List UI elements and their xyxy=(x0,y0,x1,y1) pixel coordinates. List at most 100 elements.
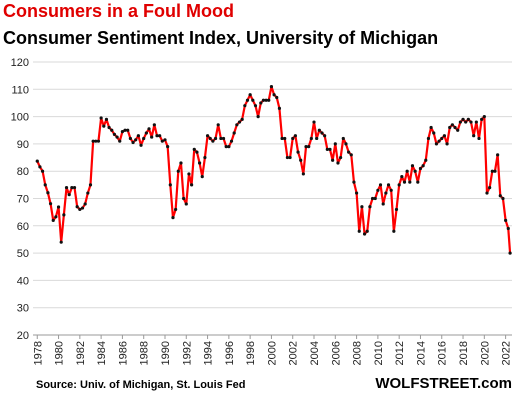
x-tick-label: 2004 xyxy=(309,341,321,365)
data-point xyxy=(347,150,351,154)
data-point xyxy=(40,169,45,173)
data-point xyxy=(490,169,494,173)
data-point xyxy=(498,194,502,198)
data-point xyxy=(445,142,449,146)
data-point xyxy=(381,202,385,206)
data-point xyxy=(378,183,383,187)
x-tick-label: 2010 xyxy=(373,341,385,365)
data-point xyxy=(440,136,444,141)
data-point xyxy=(213,136,218,141)
data-point xyxy=(70,185,74,190)
data-point xyxy=(158,134,162,138)
data-point xyxy=(413,169,417,173)
data-point xyxy=(190,183,194,187)
data-point xyxy=(261,98,266,102)
data-point xyxy=(112,132,117,136)
data-point xyxy=(48,202,53,206)
data-point xyxy=(418,166,423,171)
data-point xyxy=(323,134,327,138)
data-point xyxy=(331,158,335,162)
data-point xyxy=(400,175,404,179)
data-point xyxy=(365,229,369,233)
data-point xyxy=(104,117,109,121)
data-point xyxy=(392,229,396,233)
data-point xyxy=(477,136,481,141)
x-tick-label: 1980 xyxy=(54,341,66,365)
data-point xyxy=(341,136,345,141)
data-point xyxy=(325,147,329,151)
data-point xyxy=(466,117,470,121)
data-point xyxy=(155,134,159,138)
data-point xyxy=(200,175,204,179)
data-point xyxy=(293,134,297,138)
data-point xyxy=(493,169,497,173)
data-point xyxy=(110,128,114,132)
data-point xyxy=(91,139,95,143)
data-point xyxy=(304,145,308,149)
x-tick-label: 1990 xyxy=(160,341,172,365)
data-point xyxy=(134,138,138,142)
x-tick-label: 2022 xyxy=(501,341,513,365)
data-point xyxy=(166,145,170,149)
data-point xyxy=(384,191,388,195)
data-point xyxy=(389,188,393,192)
data-point xyxy=(272,93,276,97)
y-tick-label: 90 xyxy=(17,139,29,151)
data-point xyxy=(312,120,316,124)
data-point xyxy=(437,139,441,143)
data-point xyxy=(123,128,127,132)
y-tick-label: 40 xyxy=(17,275,29,287)
data-point xyxy=(219,136,223,141)
data-point xyxy=(102,124,106,128)
x-tick-label: 1984 xyxy=(96,341,108,365)
data-point xyxy=(179,161,183,165)
data-point xyxy=(397,183,401,187)
chart-subtitle: Consumer Sentiment Index, University of … xyxy=(3,28,438,48)
data-point xyxy=(280,136,284,141)
data-point xyxy=(442,134,447,138)
data-point xyxy=(216,123,220,127)
data-point xyxy=(38,165,42,169)
data-point xyxy=(496,153,500,157)
data-point xyxy=(211,139,215,143)
source-note: Source: Univ. of Michigan, St. Louis Fed xyxy=(36,379,245,391)
data-point xyxy=(362,232,367,236)
data-point xyxy=(339,155,343,160)
data-point xyxy=(139,143,143,147)
data-point xyxy=(43,183,47,187)
data-point xyxy=(192,147,196,151)
data-point xyxy=(508,251,512,255)
data-point xyxy=(501,196,505,201)
data-point xyxy=(456,128,460,132)
data-point xyxy=(488,185,492,190)
data-point xyxy=(128,136,132,141)
data-point xyxy=(408,180,412,184)
data-point xyxy=(86,191,90,195)
y-tick-label: 20 xyxy=(17,330,29,342)
data-point xyxy=(296,150,300,154)
data-point xyxy=(245,98,250,102)
data-point xyxy=(360,205,364,209)
data-point xyxy=(285,155,290,160)
x-tick-label: 2006 xyxy=(330,341,342,365)
data-point xyxy=(267,98,271,102)
data-point xyxy=(352,180,356,184)
data-point xyxy=(299,158,303,162)
data-point xyxy=(235,123,239,127)
y-tick-label: 50 xyxy=(17,248,29,260)
data-point xyxy=(291,136,295,141)
data-point xyxy=(259,101,263,105)
y-tick-label: 70 xyxy=(17,194,29,206)
x-tick-label: 2002 xyxy=(288,341,300,365)
data-point xyxy=(131,140,135,145)
data-point xyxy=(421,164,425,168)
x-tick-label: 1986 xyxy=(117,341,129,365)
data-point xyxy=(240,117,244,121)
data-point xyxy=(152,123,156,127)
data-point xyxy=(269,84,274,89)
data-point xyxy=(136,134,140,138)
data-point xyxy=(434,142,439,146)
data-point xyxy=(75,205,79,209)
data-point xyxy=(107,125,111,130)
